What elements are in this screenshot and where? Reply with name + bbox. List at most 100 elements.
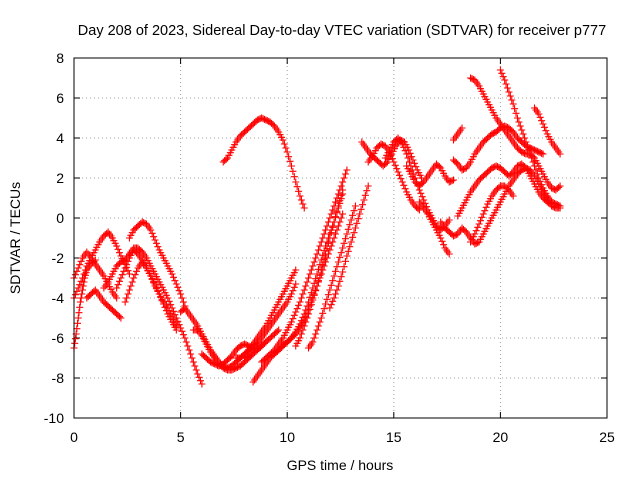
data-point-track-t	[222, 155, 230, 163]
data-point-track-h	[171, 277, 179, 285]
data-point-track-q	[309, 296, 317, 304]
data-point-track-ae	[516, 122, 524, 130]
data-point-track-g	[124, 290, 132, 298]
data-point-track-ae	[533, 170, 541, 178]
data-point-track-v	[398, 178, 406, 186]
data-point-track-e	[195, 373, 203, 381]
data-point-track-p	[297, 317, 305, 325]
data-point-track-s	[329, 297, 337, 305]
data-point-track-ae	[529, 158, 537, 166]
x-tick-label: 5	[177, 429, 185, 445]
data-point-track-h	[168, 270, 176, 278]
data-point-track-r	[314, 322, 322, 330]
data-point-track-q	[334, 202, 342, 210]
data-point-track-g	[172, 322, 180, 330]
data-point-track-ab	[482, 203, 490, 211]
data-point-track-c	[73, 267, 81, 275]
data-point-track-y	[440, 241, 448, 249]
data-point-track-af	[556, 150, 564, 158]
data-point-track-g	[151, 280, 159, 288]
data-point-track-o	[314, 246, 322, 254]
data-point-track-v	[401, 185, 409, 193]
data-point-track-h	[147, 226, 155, 234]
data-point-track-u	[408, 153, 416, 161]
data-point-track-w	[417, 189, 425, 197]
data-point-track-t	[295, 187, 303, 195]
data-point-track-q	[337, 191, 345, 199]
data-point-track-e	[182, 338, 190, 346]
data-point-track-s	[336, 277, 344, 285]
data-point-track-o	[297, 294, 305, 302]
data-point-track-ae	[509, 100, 517, 108]
data-point-track-a	[79, 282, 87, 290]
data-point-track-ae	[523, 142, 531, 150]
data-point-track-r	[346, 221, 354, 229]
data-point-track-c	[77, 257, 85, 265]
data-point-track-h	[154, 243, 162, 251]
data-point-track-ab	[475, 220, 483, 228]
data-point-track-v	[394, 168, 402, 176]
data-point-track-k	[262, 338, 270, 346]
data-point-track-ae	[522, 138, 530, 146]
data-point-track-s	[351, 224, 359, 232]
data-point-track-aa	[521, 163, 529, 171]
data-point-track-m	[287, 290, 295, 298]
data-point-track-s	[364, 182, 372, 190]
data-point-track-s	[343, 252, 351, 260]
data-point-track-e	[184, 342, 192, 350]
data-point-track-ae	[506, 92, 514, 100]
data-point-track-s	[356, 210, 364, 218]
data-point-track-b	[73, 287, 81, 295]
data-point-track-d	[117, 314, 125, 322]
data-point-track-w	[401, 147, 409, 155]
y-tick-label: -10	[44, 410, 64, 426]
data-point-track-b	[115, 249, 123, 257]
data-point-track-u	[405, 146, 413, 154]
data-point-track-v	[390, 158, 398, 166]
data-point-track-q	[327, 229, 335, 237]
data-point-track-s	[363, 187, 371, 195]
data-point-track-ab	[479, 210, 487, 218]
data-point-track-t	[285, 153, 293, 161]
data-point-track-g	[171, 319, 179, 327]
data-point-track-o	[332, 198, 340, 206]
data-point-track-o	[289, 315, 297, 323]
data-point-track-b	[113, 242, 121, 250]
data-point-track-s	[350, 229, 358, 237]
data-point-track-e	[178, 327, 186, 335]
data-point-track-e	[192, 366, 200, 374]
data-point-track-a	[73, 325, 81, 333]
data-point-track-b	[76, 281, 84, 289]
data-point-track-u	[406, 149, 414, 157]
data-point-track-n	[339, 210, 347, 218]
data-point-track-ae	[536, 177, 544, 185]
data-point-track-e	[177, 324, 185, 332]
data-point-track-a	[76, 303, 84, 311]
data-point-track-t	[290, 173, 298, 181]
data-point-track-v	[397, 175, 405, 183]
data-point-track-t	[280, 140, 288, 148]
data-point-track-q	[302, 318, 310, 326]
data-point-track-h	[178, 294, 186, 302]
data-point-track-j	[273, 327, 281, 335]
data-point-track-b	[77, 277, 85, 285]
data-point-track-a	[79, 286, 87, 294]
data-point-track-w	[403, 150, 411, 158]
data-point-track-s	[332, 290, 340, 298]
data-point-track-b	[80, 270, 88, 278]
data-point-track-a	[74, 314, 82, 322]
data-point-track-v	[388, 155, 396, 163]
data-point-track-r	[319, 309, 327, 317]
data-point-track-q	[306, 305, 314, 313]
chart-title: Day 208 of 2023, Sidereal Day-to-day VTE…	[78, 23, 606, 39]
data-point-track-o	[293, 305, 301, 313]
data-point-track-s	[330, 294, 338, 302]
data-point-track-q	[317, 266, 325, 274]
data-point-track-q	[324, 239, 332, 247]
data-point-track-s	[347, 238, 355, 246]
data-point-track-o	[295, 301, 303, 309]
data-point-track-af	[538, 117, 546, 125]
data-point-track-n	[320, 262, 328, 270]
data-point-track-r	[323, 295, 331, 303]
